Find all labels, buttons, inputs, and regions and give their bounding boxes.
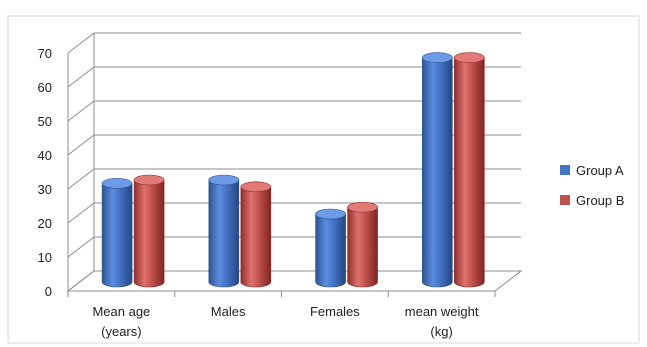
x-category-label: Mean age (years) xyxy=(92,304,150,339)
gridline xyxy=(67,32,521,54)
bar-group-b xyxy=(454,52,485,288)
x-category-label: Females xyxy=(310,304,360,319)
x-category-label: Males xyxy=(211,304,246,319)
bar-group-a xyxy=(315,208,346,288)
plot-frame xyxy=(7,15,640,344)
y-tick-label: 40 xyxy=(38,148,52,163)
floor-plane xyxy=(66,270,523,292)
y-tick-label: 20 xyxy=(38,216,52,231)
gridline xyxy=(67,66,521,88)
bar-group-b xyxy=(240,181,272,288)
bars xyxy=(101,52,485,288)
gridline xyxy=(67,100,521,122)
legend-swatch xyxy=(560,165,570,175)
bar-group-b xyxy=(133,174,165,288)
y-tick-labels: 0 10 20 30 40 50 60 70 xyxy=(38,46,52,299)
y-tick-label: 50 xyxy=(38,114,52,129)
y-tick-label: 0 xyxy=(45,284,52,299)
x-category-label: mean weight (kg) xyxy=(405,304,479,339)
legend-label: Group B xyxy=(576,193,624,208)
y-tick-label: 10 xyxy=(38,250,52,265)
bar-group-a xyxy=(422,52,453,288)
category-labels: Mean age (years) Males Females mean weight (k… xyxy=(92,304,478,339)
legend-swatch xyxy=(560,195,570,205)
bar-group-a xyxy=(208,174,240,288)
y-tick-label: 60 xyxy=(38,80,52,95)
y-tick-label: 30 xyxy=(38,182,52,197)
bar-group-b xyxy=(347,201,378,288)
axes xyxy=(66,33,523,297)
gridline xyxy=(67,134,521,156)
legend: Group A Group B xyxy=(560,163,624,208)
bar-group-a xyxy=(101,178,133,288)
y-tick-label: 70 xyxy=(38,46,52,61)
legend-label: Group A xyxy=(576,163,624,178)
